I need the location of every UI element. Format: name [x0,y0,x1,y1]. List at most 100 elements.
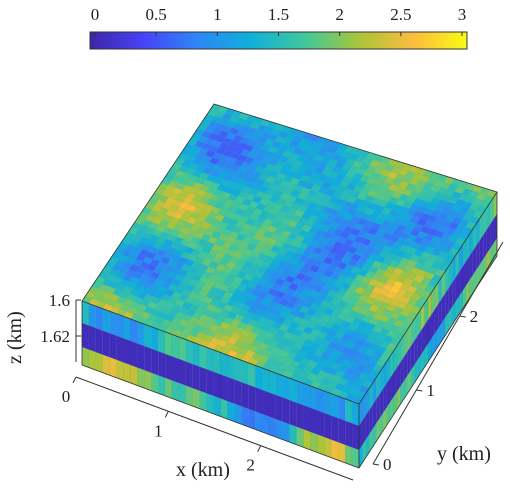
left-face-cell [171,356,180,384]
left-face-cell [185,361,194,389]
left-face-cell [351,401,360,427]
left-face-cell [178,382,187,404]
left-face-cell [220,352,228,378]
left-face-cell [331,439,339,461]
left-face-cell [116,359,124,381]
block-edges [81,103,498,469]
left-face-cell [268,370,277,396]
left-face-cell [234,379,242,407]
colorbar-tick-label: 3 [458,5,467,24]
left-face-cell [137,367,145,389]
top-face-cells [81,103,498,405]
left-face-cell [137,321,145,347]
left-face-cell [164,353,173,381]
left-face-cell [109,311,117,337]
left-face-cell [331,393,339,419]
left-face-cell [351,447,360,469]
left-face-cell [81,322,90,350]
left-face-cell [268,416,277,438]
left-face-cell [303,429,311,451]
left-face-cell [123,316,131,342]
left-face-cell [254,365,263,391]
z-axis-tick-label: 1.6 [49,291,70,310]
left-face-cell [213,371,221,399]
z-axis-tick-label: 1.62 [40,327,70,346]
left-face-cell [317,410,325,438]
y-axis-label: y (km) [437,443,491,465]
y-axis-tick [372,463,380,466]
left-face-cell [178,358,187,386]
reservoir-block [81,103,498,469]
left-face-cell [227,376,235,404]
left-face-cell [206,369,214,397]
axes: 0 1 2 0 1 2 1.6 1.62 [40,241,504,481]
y-axis-tick-label: 0 [383,455,392,474]
left-face-cell [234,403,242,425]
left-face-cell [338,395,346,422]
x-axis-tick-label: 1 [154,421,163,440]
left-face-cell [130,318,138,344]
left-face-cell [192,387,200,410]
left-face-cell [144,345,152,374]
x-axis-tick-label: 0 [62,387,71,406]
left-face-cell [344,420,353,448]
left-face-cell [344,398,353,424]
left-face-cell [95,305,103,332]
y-axis-tick-label: 2 [470,307,479,326]
left-face-cell [109,357,117,379]
left-face-cell [282,375,290,401]
left-face-cell [116,313,124,339]
x-axis-tick-label: 2 [246,456,255,475]
left-face-cell [109,333,117,361]
left-face-cell [88,349,97,371]
left-face-cell [206,347,214,373]
left-face-cell [192,341,200,368]
left-face-cell [227,400,235,422]
left-face-cell [164,331,173,357]
left-face-cell [241,381,249,410]
left-face-cell [261,389,270,417]
left-face-cell [151,326,159,352]
left-face-cell [178,336,187,362]
left-face-cell [275,394,284,422]
left-face-cell [338,441,346,464]
left-face-cell [247,362,256,388]
front-left-face-cells [81,300,360,469]
left-face-cell [102,354,110,376]
left-face-cell [157,351,166,379]
left-face-cell [199,344,207,370]
colorbar-tick-label: 1 [213,5,222,24]
left-face-cell [241,359,249,386]
left-face-cell [137,343,145,371]
colorbar-tick-label: 2.5 [390,5,411,24]
x-axis-line [75,376,354,481]
y-axis-tick-label: 1 [426,381,435,400]
left-face-cell [171,334,180,360]
left-face-cell [213,349,221,375]
left-face-cell [275,418,284,440]
left-face-cell [199,366,207,394]
left-face-cell [199,390,207,412]
left-face-cell [310,407,318,435]
left-face-cell [241,405,249,428]
y-axis-tick [416,389,423,392]
colorbar-tick-label: 1.5 [268,5,289,24]
left-face-cell [310,385,318,411]
left-face-cell [88,303,97,329]
left-face-cell [296,426,304,448]
left-face-cell [220,374,228,402]
x-axis-label: x (km) [176,459,230,481]
colorbar-ticks: 0 0.5 1 1.5 2 2.5 3 [91,5,467,36]
left-face-cell [171,380,180,402]
left-face-cell [192,363,200,392]
left-face-cell [95,351,103,374]
left-face-cell [144,323,152,350]
left-face-cell [324,412,332,440]
left-face-cell [123,338,131,366]
left-face-cell [81,300,90,326]
left-face-cell [88,325,97,353]
left-face-cell [351,423,360,451]
left-face-cell [220,398,228,420]
left-face-cell [206,393,214,415]
